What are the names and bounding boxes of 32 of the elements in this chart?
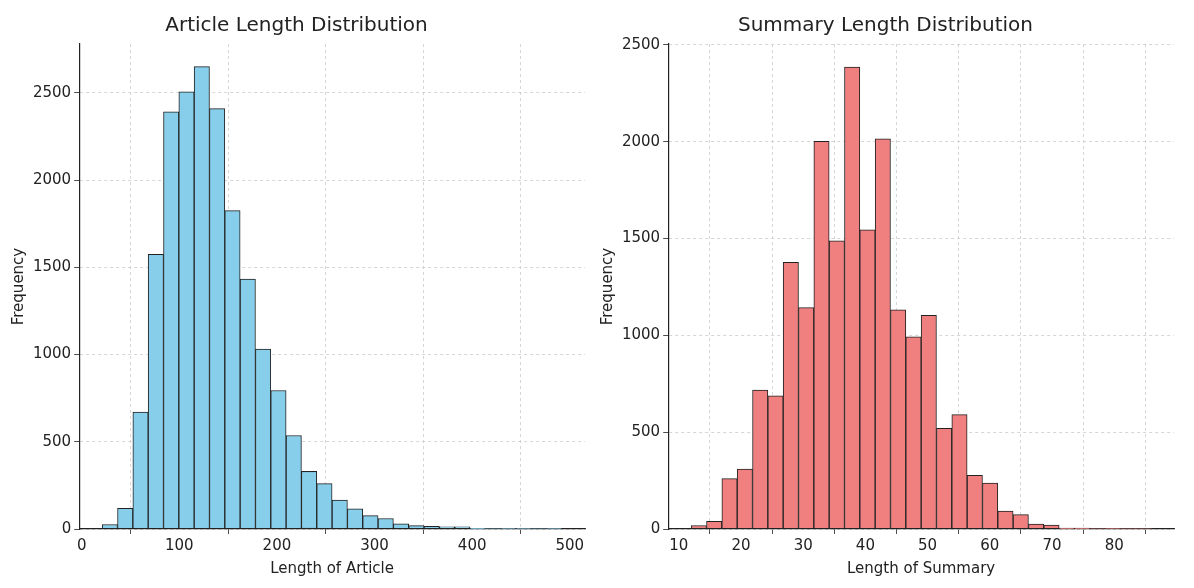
x-tick-label: 30: [793, 535, 813, 554]
y-tick-label: 500: [631, 422, 661, 441]
y-tick-label: 2000: [621, 131, 661, 150]
x-tick-label: 500: [555, 535, 585, 554]
x-tick-label: 50: [918, 535, 938, 554]
y-tick-label: 2000: [32, 169, 72, 188]
x-tick-label: 100: [165, 535, 194, 554]
y-tick-label: 500: [42, 431, 72, 450]
x-tick-label: 0: [76, 535, 87, 554]
y-tick-label: 2500: [621, 34, 661, 53]
x-tick-label: 40: [855, 535, 875, 554]
chart-title: Summary Length Distribution: [737, 12, 1034, 37]
x-tick-label: 80: [1104, 535, 1124, 554]
x-tick-label: 70: [1042, 535, 1062, 554]
y-tick-label: 1000: [621, 325, 661, 344]
y-tick-label: 1000: [32, 344, 72, 363]
y-tick-label: 1500: [32, 257, 72, 276]
x-tick-label: 20: [731, 535, 751, 554]
x-tick-label: 10: [669, 535, 689, 554]
x-tick-label: 200: [262, 535, 292, 554]
x-tick-label: 300: [360, 535, 389, 554]
y-axis-title: Frequency: [8, 247, 27, 326]
y-axis-title: Frequency: [597, 247, 616, 326]
x-tick-label: 60: [980, 535, 1000, 554]
x-axis-title: Length of Article: [270, 558, 395, 577]
x-tick-label: 400: [457, 535, 487, 554]
y-tick-label: 0: [61, 518, 72, 537]
y-tick-label: 0: [650, 518, 661, 537]
x-axis-title: Length of Summary: [846, 558, 996, 577]
chart-title: Article Length Distribution: [165, 12, 428, 37]
y-tick-label: 1500: [621, 228, 661, 247]
y-tick-label: 2500: [32, 82, 72, 101]
